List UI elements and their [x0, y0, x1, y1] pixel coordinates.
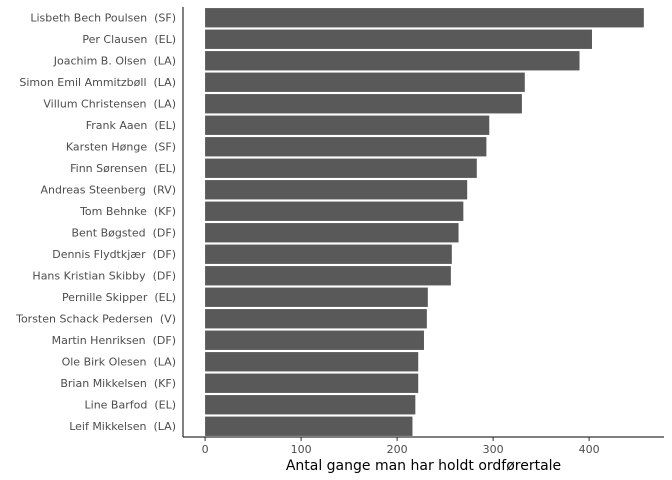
bar: [205, 244, 452, 264]
bar: [205, 395, 416, 415]
x-tick-label: 100: [291, 443, 312, 456]
x-axis-title: Antal gange man har holdt ordførertale: [286, 458, 561, 474]
bar: [205, 330, 424, 350]
y-tick-label: Karsten Hønge (SF): [66, 140, 176, 153]
y-tick-label: Hans Kristian Skibby (DF): [32, 269, 176, 282]
y-tick-label: Martin Henriksen (DF): [52, 334, 176, 347]
y-tick-label: Ole Birk Olesen (LA): [62, 355, 176, 368]
x-tick-label: 0: [202, 443, 209, 456]
bar: [205, 29, 592, 49]
y-tick-label: Frank Aaen (EL): [86, 119, 176, 132]
bar: [205, 201, 464, 221]
bar: [205, 180, 468, 200]
bar: [205, 223, 459, 243]
bar: [205, 309, 427, 329]
bar: [205, 115, 490, 135]
y-tick-label: Simon Emil Ammitzbøll (LA): [19, 76, 176, 89]
bars-group: [205, 8, 644, 436]
bar: [205, 72, 525, 92]
y-tick-label: Brian Mikkelsen (KF): [60, 377, 176, 390]
y-tick-label: Tom Behnke (KF): [79, 205, 176, 218]
y-tick-labels: Lisbeth Bech Poulsen (SF) Per Clausen (EL…: [15, 11, 176, 433]
y-tick-label: Finn Sørensen (EL): [70, 162, 176, 175]
bar: [205, 94, 522, 114]
y-tick-label: Torsten Schack Pedersen (V): [15, 312, 176, 325]
y-tick-label: Per Clausen (EL): [82, 33, 176, 46]
bar: [205, 158, 477, 178]
bar: [205, 416, 413, 436]
y-tick-label: Villum Christensen (LA): [43, 97, 176, 110]
y-tick-label: Pernille Skipper (EL): [62, 291, 176, 304]
y-tick-label: Dennis Flydtkjær (DF): [52, 248, 176, 261]
y-tick-label: Line Barfod (EL): [85, 398, 176, 411]
y-tick-label: Lisbeth Bech Poulsen (SF): [30, 11, 176, 24]
bar: [205, 51, 580, 71]
x-tick-label: 400: [579, 443, 600, 456]
x-tick-label: 300: [483, 443, 504, 456]
y-tick-label: Leif Mikkelsen (LA): [69, 420, 176, 433]
bar: [205, 352, 419, 372]
bar: [205, 373, 419, 393]
y-tick-label: Bent Bøgsted (DF): [71, 226, 176, 239]
bar: [205, 287, 428, 307]
bar: [205, 8, 644, 28]
y-tick-label: Joachim B. Olsen (LA): [53, 54, 176, 67]
x-tick-label: 200: [387, 443, 408, 456]
x-ticks: 0 100 200 300 400: [202, 437, 600, 456]
y-tick-label: Andreas Steenberg (RV): [40, 183, 176, 196]
bar: [205, 266, 451, 286]
bar: [205, 137, 487, 157]
